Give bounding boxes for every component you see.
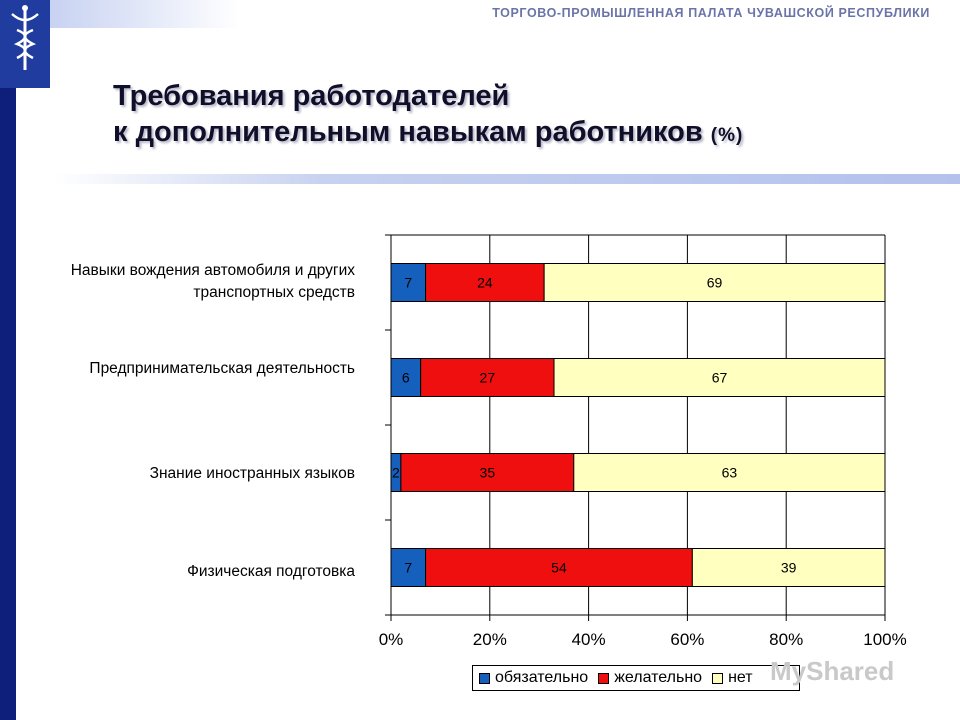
watermark: MyShared: [770, 656, 895, 686]
data-label: 63: [722, 465, 738, 481]
left-decorative-stripe: [0, 88, 16, 720]
x-tick-label: 0%: [379, 630, 404, 649]
bar-segment: [553, 358, 886, 397]
chamber-logo: [0, 0, 50, 88]
title-unit: (%): [710, 125, 744, 146]
data-label: 67: [712, 370, 728, 386]
legend-swatch-no: [712, 672, 724, 684]
bar-segment: [390, 548, 427, 587]
bar-segment: [420, 358, 555, 397]
data-label: 27: [480, 370, 496, 386]
bar-segment: [543, 263, 886, 302]
data-label: 54: [551, 560, 567, 576]
category-label-physical: Физическая подготовка: [187, 563, 355, 580]
bar-segment: [390, 358, 422, 397]
data-label: 69: [707, 275, 723, 291]
title-line-2: к дополнительным навыкам работников (%): [113, 114, 743, 154]
x-tick-label: 40%: [572, 630, 606, 649]
x-tick-label: 100%: [863, 630, 906, 649]
data-label: 24: [477, 275, 493, 291]
legend-label-no: нет: [728, 669, 753, 686]
header-gradient-bar: [0, 0, 960, 28]
x-tick-label: 60%: [670, 630, 704, 649]
legend-swatch-mandatory: [479, 672, 490, 684]
bar-segment: [390, 263, 427, 302]
legend-item-mandatory: обязательно: [479, 669, 588, 687]
category-label-languages: Знание иностранных языков: [149, 465, 355, 482]
bar-segment: [573, 453, 886, 492]
data-label: 7: [404, 275, 412, 291]
title-underline: [55, 171, 960, 184]
legend-label-desirable: желательно: [614, 669, 703, 686]
legend-label-mandatory: обязательно: [495, 669, 589, 686]
data-label: 6: [402, 370, 410, 386]
x-tick-label: 80%: [769, 630, 803, 649]
slide-title: Требования работодателей к дополнительны…: [113, 78, 743, 154]
category-label-driving: Навыки вождения автомобиля и других тран…: [70, 262, 355, 301]
bar-segment: [425, 263, 545, 302]
bar-segment: [691, 548, 886, 587]
x-tick-label: 20%: [473, 630, 507, 649]
legend-item-desirable: желательно: [598, 669, 702, 687]
data-label: 35: [480, 465, 496, 481]
title-line-1: Требования работодателей: [113, 80, 510, 112]
data-label: 39: [781, 560, 797, 576]
legend-swatch-desirable: [598, 672, 610, 684]
chart-legend: обязательно желательно нет: [472, 665, 800, 691]
title-line-2-text: к дополнительным навыкам работников: [113, 116, 703, 148]
legend-item-no: нет: [712, 669, 753, 687]
data-label: 2: [392, 465, 400, 481]
category-label-entrepreneurship: Предпринимательская деятельность: [89, 360, 355, 377]
bar-segment: [425, 548, 693, 587]
bar-segment: [400, 453, 575, 492]
data-label: 7: [404, 560, 412, 576]
organization-name: ТОРГОВО-ПРОМЫШЛЕННАЯ ПАЛАТА ЧУВАШСКОЙ РЕ…: [492, 6, 930, 20]
